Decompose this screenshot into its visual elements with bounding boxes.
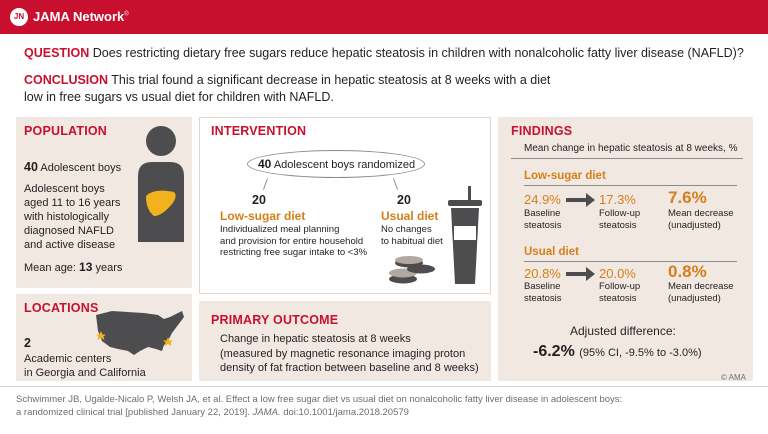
population-title: POPULATION bbox=[24, 124, 108, 138]
findings-subtitle: Mean change in hepatic steatosis at 8 we… bbox=[524, 143, 738, 154]
group2-arrowhead-icon bbox=[586, 267, 595, 281]
arm2-count: 20 bbox=[397, 193, 411, 207]
question-label: QUESTION bbox=[24, 46, 90, 60]
jama-logo-icon: JN bbox=[10, 8, 28, 26]
group2-underline bbox=[524, 261, 737, 262]
primary-outcome-text: Change in hepatic steatosis at 8 weeks (… bbox=[220, 333, 479, 374]
group2-decrease-value: 0.8% bbox=[668, 262, 707, 281]
question-text: Does restricting dietary free sugars red… bbox=[92, 46, 744, 60]
conclusion-label: CONCLUSION bbox=[24, 73, 109, 87]
conclusion: CONCLUSION This trial found a significan… bbox=[24, 72, 754, 106]
person-with-liver-icon bbox=[138, 126, 184, 242]
population-description: Adolescent boys aged 11 to 16 years with… bbox=[24, 183, 121, 251]
group1-decrease-value: 7.6% bbox=[668, 188, 707, 207]
mean-age: Mean age: 13 years bbox=[24, 260, 123, 274]
findings-divider bbox=[511, 158, 743, 159]
group2-decrease-label: Mean decrease (unadjusted) bbox=[668, 281, 734, 304]
group1-underline bbox=[524, 185, 737, 186]
intervention-title: INTERVENTION bbox=[211, 124, 307, 138]
group2-followup-value: 20.0% bbox=[599, 266, 636, 281]
group2-baseline-label: Baseline steatosis bbox=[524, 281, 562, 304]
group2-baseline-value: 20.8% bbox=[524, 266, 561, 281]
arm2-description: No changes to habitual diet bbox=[381, 224, 443, 247]
arm1-description: Individualized meal planning and provisi… bbox=[220, 224, 368, 258]
conclusion-line1: This trial found a significant decrease … bbox=[111, 73, 551, 87]
group1-name: Low-sugar diet bbox=[524, 170, 606, 182]
adjusted-value: -6.2% bbox=[533, 343, 575, 360]
footer-divider bbox=[0, 386, 768, 387]
intervention-panel bbox=[199, 117, 491, 294]
cookies-icon bbox=[389, 256, 435, 284]
group2-arrow-icon bbox=[566, 272, 588, 276]
adjusted-label: Adjusted difference: bbox=[570, 324, 676, 338]
locations-count: 2 bbox=[24, 336, 31, 350]
randomized-label: 40 Adolescent boys randomized bbox=[258, 157, 416, 171]
group1-followup-label: Follow-up steatosis bbox=[599, 208, 641, 231]
randomized-ellipse bbox=[247, 150, 425, 178]
primary-outcome-panel bbox=[199, 301, 491, 381]
findings-panel bbox=[498, 117, 753, 381]
group1-arrowhead-icon bbox=[586, 193, 595, 207]
header-bar bbox=[0, 0, 768, 34]
soda-cup-icon bbox=[448, 186, 482, 284]
findings-title: FINDINGS bbox=[511, 124, 573, 138]
primary-outcome-title: PRIMARY OUTCOME bbox=[211, 313, 339, 327]
copyright: © AMA bbox=[721, 373, 747, 382]
group1-baseline-value: 24.9% bbox=[524, 192, 561, 207]
group1-baseline-label: Baseline steatosis bbox=[524, 208, 562, 231]
arm1-name: Low-sugar diet bbox=[220, 209, 306, 223]
question: QUESTION Does restricting dietary free s… bbox=[24, 46, 754, 61]
locations-title: LOCATIONS bbox=[24, 301, 99, 315]
brand-name: JAMA Network® bbox=[33, 9, 129, 24]
population-count: 40 Adolescent boys bbox=[24, 160, 122, 174]
group1-decrease-label: Mean decrease (unadjusted) bbox=[668, 208, 734, 231]
conclusion-line2: low in free sugars vs usual diet for chi… bbox=[24, 90, 334, 104]
arm2-name: Usual diet bbox=[381, 209, 439, 223]
arm1-count: 20 bbox=[252, 193, 266, 207]
citation: Schwimmer JB, Ugalde-Nicalo P, Welsh JA,… bbox=[16, 394, 623, 418]
us-map-icon bbox=[96, 311, 184, 355]
adjusted-result: -6.2% (95% CI, -9.5% to -3.0%) bbox=[533, 343, 702, 361]
group2-followup-label: Follow-up steatosis bbox=[599, 281, 641, 304]
adjusted-ci: (95% CI, -9.5% to -3.0%) bbox=[579, 347, 702, 359]
group1-followup-value: 17.3% bbox=[599, 192, 636, 207]
locations-description: Academic centers in Georgia and Californ… bbox=[24, 353, 146, 379]
group2-name: Usual diet bbox=[524, 246, 579, 258]
group1-arrow-icon bbox=[566, 198, 588, 202]
